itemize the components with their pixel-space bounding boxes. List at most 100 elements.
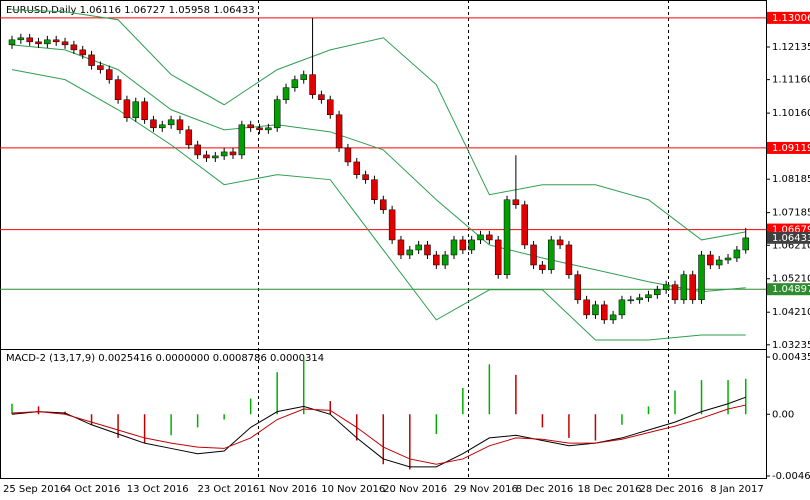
candle-body <box>300 74 307 80</box>
price-label: 1.06433 <box>772 233 810 244</box>
candle-body <box>238 124 246 156</box>
candle-body <box>273 99 281 129</box>
x-tick-label: 29 Nov 2016 <box>454 484 518 495</box>
candle-body <box>123 99 131 119</box>
level-label: 1.06679 <box>772 225 810 236</box>
candle-body <box>52 39 60 43</box>
candle-body <box>79 49 86 56</box>
candle-body <box>636 297 643 301</box>
candle-body <box>291 79 299 88</box>
candle-body <box>185 129 193 146</box>
y-tick-label: -0.004696 <box>772 471 810 482</box>
candle-body <box>159 124 166 129</box>
candle-body <box>583 299 590 316</box>
candle-body <box>380 199 387 211</box>
candle-body <box>17 37 25 41</box>
candle-body <box>450 239 458 256</box>
candle-body <box>132 101 140 119</box>
candle-body <box>707 254 714 266</box>
y-tick-label: 0.00 <box>772 409 794 420</box>
candle-body <box>503 199 511 275</box>
level-label: 1.13006 <box>772 13 810 24</box>
candle-body <box>468 239 475 251</box>
candle-body <box>512 199 520 206</box>
candle-body <box>44 39 51 45</box>
x-tick-label: 23 Oct 2016 <box>197 484 259 495</box>
level-label: 1.09119 <box>772 143 810 154</box>
candle-body <box>609 314 617 321</box>
candle-body <box>662 284 670 291</box>
x-tick-label: 8 Dec 2016 <box>516 484 574 495</box>
y-tick-label: 1.12135 <box>772 42 810 53</box>
band-line <box>11 9 746 241</box>
y-tick-label: 1.05210 <box>772 274 810 285</box>
y-tick-label: 1.08185 <box>772 174 810 185</box>
candle-body <box>371 179 378 201</box>
candle-body <box>415 244 422 251</box>
x-tick-label: 10 Nov 2016 <box>321 484 385 495</box>
indicator-title: MACD-2 (13,17,9) 0.0025416 0.0000000 0.0… <box>6 353 324 364</box>
candle-body <box>229 151 237 156</box>
candle-body <box>477 234 484 241</box>
candle-body <box>441 254 449 266</box>
plot-frame <box>0 0 767 479</box>
x-tick-label: 18 Dec 2016 <box>578 484 642 495</box>
y-tick-label: 1.07185 <box>772 208 810 219</box>
candle-body <box>592 304 599 316</box>
candle-body <box>61 41 69 46</box>
candle-body <box>565 244 573 275</box>
price-tag <box>767 231 810 244</box>
level-tag <box>767 283 810 296</box>
x-tick-label: 25 Sep 2016 <box>3 484 66 495</box>
candle-body <box>715 259 723 266</box>
x-tick-label: 20 Nov 2016 <box>383 484 447 495</box>
level-tag <box>767 11 810 24</box>
candle-body <box>335 114 343 149</box>
candle-body <box>150 119 157 129</box>
candle-body <box>601 304 608 321</box>
candle-body <box>733 249 741 259</box>
candle-body <box>388 209 396 241</box>
y-tick-label: 1.06210 <box>772 240 810 251</box>
candle-body <box>486 234 493 241</box>
candle-body <box>627 299 635 302</box>
candle-body <box>539 264 546 270</box>
candle-body <box>654 289 661 296</box>
y-tick-label: 1.10160 <box>772 108 810 119</box>
chart-title: EURUSD,Daily 1.06116 1.06727 1.05958 1.0… <box>6 5 255 16</box>
candle-body <box>698 254 705 301</box>
candle-body <box>521 204 528 246</box>
macd-line <box>11 404 746 465</box>
candle-body <box>141 101 148 121</box>
candle-body <box>556 239 564 246</box>
candle-body <box>203 154 210 159</box>
candle-body <box>220 151 228 157</box>
candle-body <box>247 124 254 129</box>
candle-body <box>680 274 688 301</box>
candle-body <box>97 65 104 70</box>
y-tick-label: 1.11160 <box>772 75 810 86</box>
y-tick-label: 0.004355 <box>772 352 810 363</box>
candle-body <box>459 239 467 251</box>
candle-body <box>618 299 626 316</box>
candle-body <box>194 144 201 156</box>
candle-body <box>724 257 732 261</box>
level-label: 1.04897 <box>772 284 810 295</box>
x-tick-label: 8 Jan 2017 <box>710 484 764 495</box>
candle-body <box>406 249 414 256</box>
candle-body <box>397 239 405 256</box>
candle-body <box>671 284 679 301</box>
candle-body <box>689 274 696 301</box>
x-tick-label: 1 Nov 2016 <box>259 484 317 495</box>
candle-body <box>574 274 582 301</box>
candle-body <box>114 79 122 100</box>
candle-body <box>8 39 16 46</box>
y-tick-label: 1.03235 <box>772 340 810 351</box>
candle-body <box>282 87 290 100</box>
candle-body <box>35 41 42 45</box>
candle-body <box>742 237 749 251</box>
candle-body <box>26 37 33 43</box>
band-line <box>11 44 746 293</box>
y-tick-label: 1.04210 <box>772 307 810 318</box>
